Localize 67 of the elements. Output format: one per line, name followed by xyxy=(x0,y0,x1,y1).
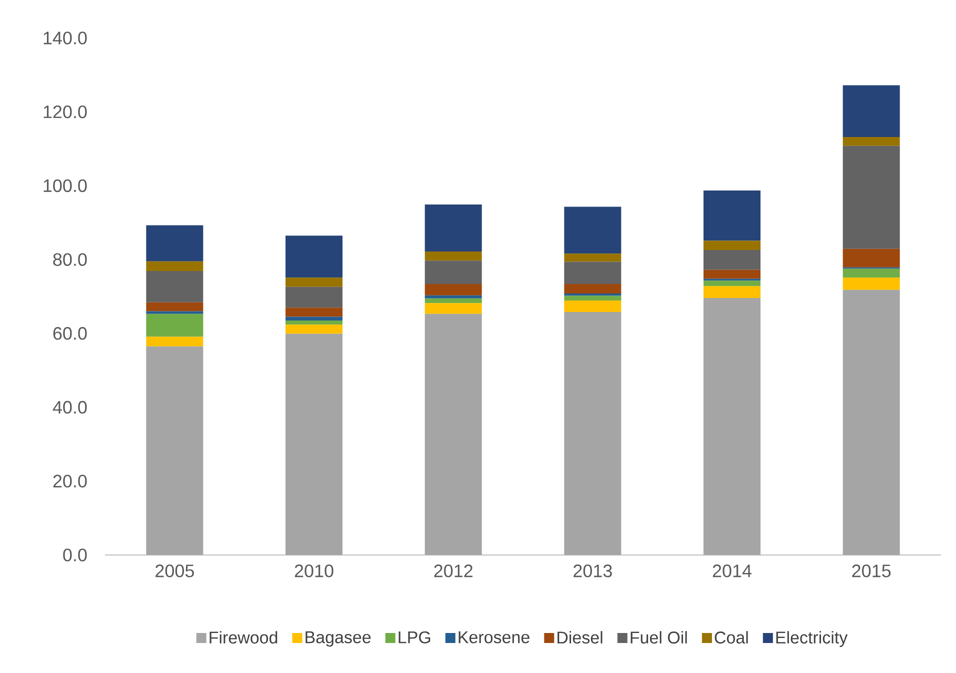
bar xyxy=(564,254,622,262)
legend-label: Electricity xyxy=(776,631,848,647)
x-tick-label: 2015 xyxy=(852,564,891,578)
bar xyxy=(564,206,622,254)
bar xyxy=(842,290,900,555)
bar xyxy=(564,300,622,312)
bar xyxy=(146,271,204,302)
y-tick-label: 40.0 xyxy=(52,400,87,414)
bar xyxy=(704,286,761,298)
bar xyxy=(424,251,482,261)
bar xyxy=(424,303,482,314)
bar xyxy=(146,225,204,262)
bar xyxy=(286,308,342,317)
bar xyxy=(286,324,342,334)
x-tick-label: 2014 xyxy=(712,564,752,578)
bar xyxy=(842,248,900,268)
bar xyxy=(842,136,900,146)
legend-label: Kerosene xyxy=(458,631,530,644)
bar xyxy=(704,240,761,250)
bar xyxy=(286,236,342,278)
legend-label: Firewood xyxy=(210,631,278,644)
bar xyxy=(146,336,204,346)
bar xyxy=(424,295,482,298)
x-tick-label: 2012 xyxy=(434,564,472,578)
y-tick-label: 60.0 xyxy=(53,327,87,340)
legend-label: Diesel xyxy=(558,631,602,644)
legend-label: Bagasee xyxy=(306,631,371,647)
y-tick-label: 0.0 xyxy=(63,548,87,562)
bar xyxy=(704,280,761,286)
bar xyxy=(704,298,761,555)
bar xyxy=(704,270,761,279)
bar xyxy=(842,268,900,278)
bar xyxy=(286,334,342,555)
bar xyxy=(564,312,622,555)
bar xyxy=(704,250,761,270)
bar xyxy=(146,311,204,314)
bar xyxy=(842,278,900,290)
bar xyxy=(424,314,482,555)
bar xyxy=(424,204,482,252)
bar xyxy=(146,346,204,555)
bar xyxy=(286,316,342,321)
x-tick-label: 2013 xyxy=(574,564,612,578)
legend-label: Fuel Oil xyxy=(630,631,687,644)
bar xyxy=(564,284,622,294)
bar xyxy=(424,284,482,296)
bar xyxy=(704,190,761,241)
y-tick-label: 100.0 xyxy=(44,179,87,192)
y-tick-label: 120.0 xyxy=(44,105,87,118)
bar xyxy=(842,146,900,249)
bar xyxy=(424,298,482,304)
bar xyxy=(286,278,342,287)
bar xyxy=(146,261,204,272)
y-tick-label: 80.0 xyxy=(53,253,87,266)
bar xyxy=(286,286,342,308)
bar xyxy=(564,262,622,284)
y-tick-label: 140.0 xyxy=(44,32,87,44)
bar xyxy=(286,320,342,325)
bar xyxy=(564,296,622,301)
x-tick-label: 2005 xyxy=(156,564,194,578)
bar xyxy=(146,302,204,312)
legend-label: LPG xyxy=(398,631,430,644)
x-tick-label: 2010 xyxy=(294,564,334,578)
bar xyxy=(842,85,900,137)
y-tick-label: 20.0 xyxy=(53,474,87,488)
bar xyxy=(146,314,204,337)
bar xyxy=(424,260,482,284)
legend-label: Coal xyxy=(714,631,748,644)
